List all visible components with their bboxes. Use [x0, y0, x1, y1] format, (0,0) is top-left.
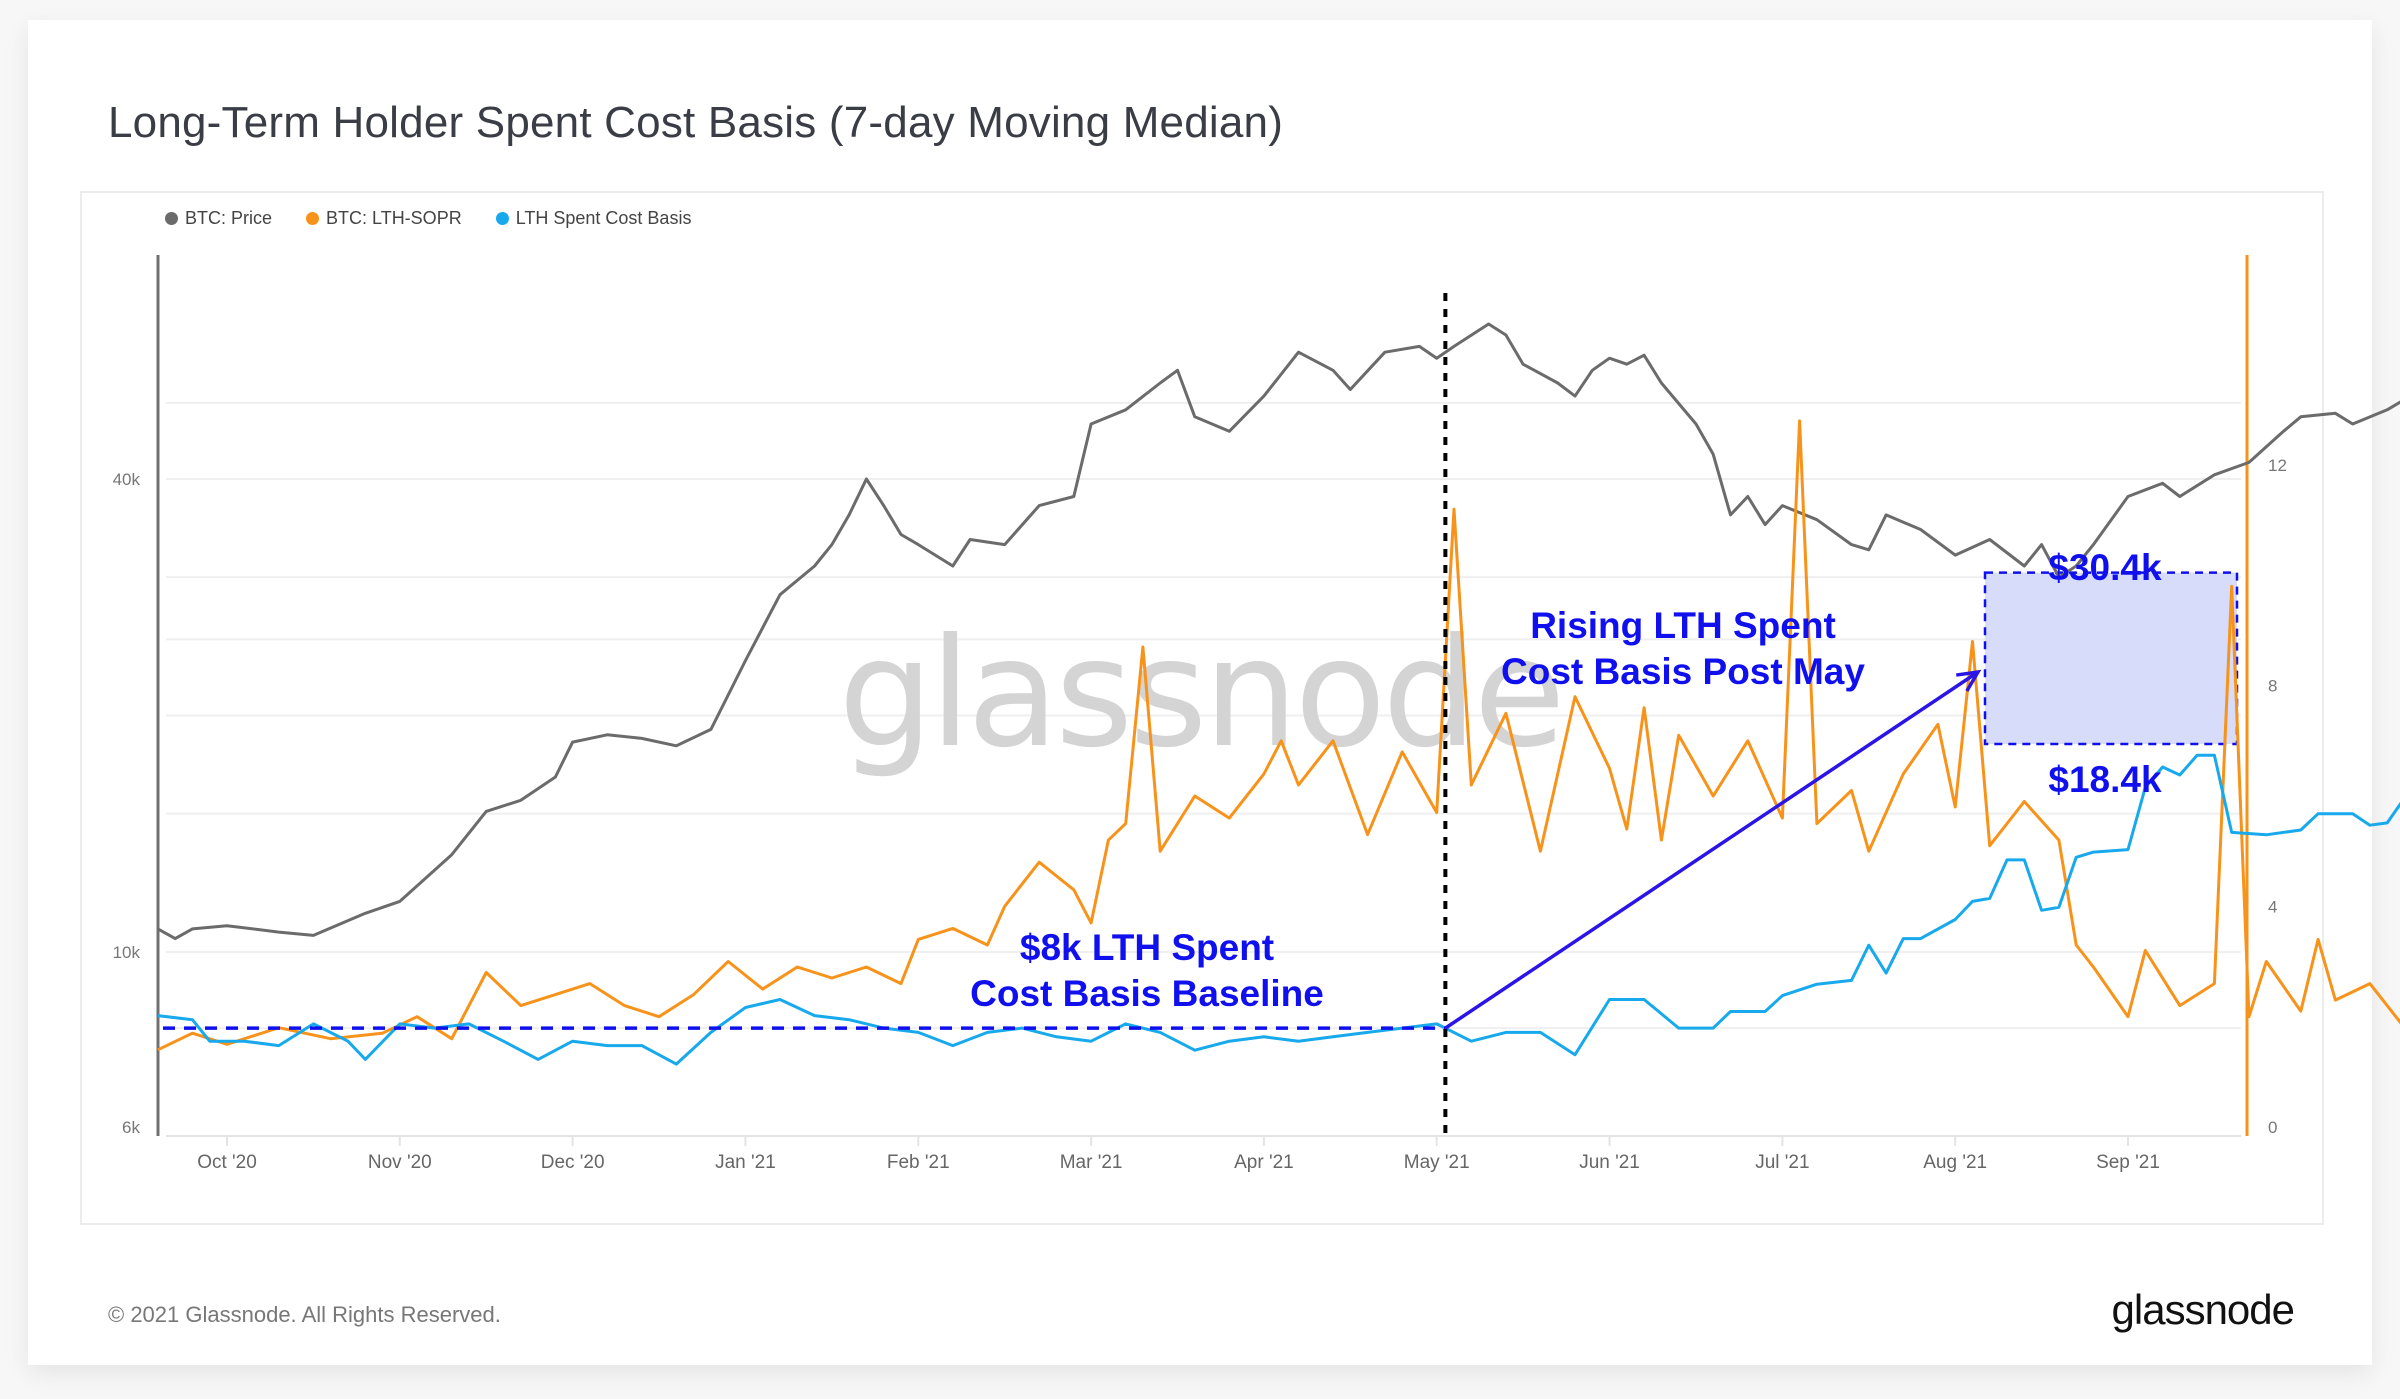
left-axis-tick-label: 10k [113, 943, 141, 962]
x-axis-tick-label: Jun '21 [1579, 1152, 1640, 1173]
legend-dot-icon [306, 212, 320, 225]
copyright-text: © 2021 Glassnode. All Rights Reserved. [108, 1302, 501, 1327]
legend-label: BTC: Price [185, 208, 273, 228]
trend-arrow-line [1444, 670, 1979, 1030]
x-axis-tick-label: Apr '21 [1234, 1152, 1294, 1173]
baseline-annotation-label: $8k LTH Spent [1020, 927, 1274, 968]
legend-label: LTH Spent Cost Basis [515, 208, 692, 228]
legend-item-cost-basis[interactable]: LTH Spent Cost Basis [495, 208, 692, 229]
page-title: Long-Term Holder Spent Cost Basis (7-day… [108, 98, 1284, 147]
right-axis-tick-label: 8 [2268, 677, 2277, 696]
x-axis-tick-label: Feb '21 [887, 1152, 950, 1173]
legend-label: BTC: LTH-SOPR [326, 208, 462, 228]
right-axis-tick-label: 4 [2268, 897, 2277, 916]
series-line-lth-sopr [157, 419, 2400, 1052]
arrow-head-icon [1955, 669, 1982, 692]
right-axis-tick-label: 12 [2268, 456, 2287, 475]
legend-item-price[interactable]: BTC: Price [165, 208, 272, 229]
rising-annotation-label: Cost Basis Post May [1501, 651, 1865, 692]
x-axis-tick-label: Aug '21 [1923, 1152, 1987, 1173]
series-line-price [157, 322, 2400, 941]
legend-dot-icon [165, 212, 178, 225]
x-axis-tick-label: Dec '20 [541, 1152, 605, 1173]
legend-item-sopr[interactable]: BTC: LTH-SOPR [306, 208, 462, 229]
left-axis-tick-label: 40k [113, 470, 141, 489]
x-axis-tick-label: Jul '21 [1755, 1152, 1809, 1173]
x-axis-tick-label: Nov '20 [368, 1152, 432, 1173]
rising-annotation-label: Rising LTH Spent [1530, 605, 1836, 646]
legend-dot-icon [495, 212, 509, 225]
watermark-text: glassnode [838, 607, 1561, 781]
left-axis-tick-label: 6k [122, 1118, 140, 1137]
right-axis-tick-label: 0 [2268, 1118, 2277, 1137]
x-axis-tick-label: Sep '21 [2096, 1152, 2160, 1173]
x-axis-tick-label: Jan '21 [715, 1152, 776, 1173]
x-axis-tick-label: May '21 [1404, 1152, 1470, 1173]
baseline-annotation-label: Cost Basis Baseline [970, 973, 1324, 1014]
series-line-cost-basis [157, 753, 2400, 1066]
chart-legend: BTC: Price BTC: LTH-SOPR LTH Spent Cost … [165, 208, 691, 229]
x-axis-tick-label: Mar '21 [1060, 1152, 1123, 1173]
glassnode-logo: glassnode [2111, 1286, 2295, 1333]
highlight-box [1983, 571, 2239, 746]
chart-container [80, 191, 2324, 1225]
x-axis-tick-label: Oct '20 [197, 1152, 257, 1173]
range-bottom-label: $18.4k [2048, 759, 2162, 800]
range-top-label: $30.4k [2048, 547, 2162, 588]
